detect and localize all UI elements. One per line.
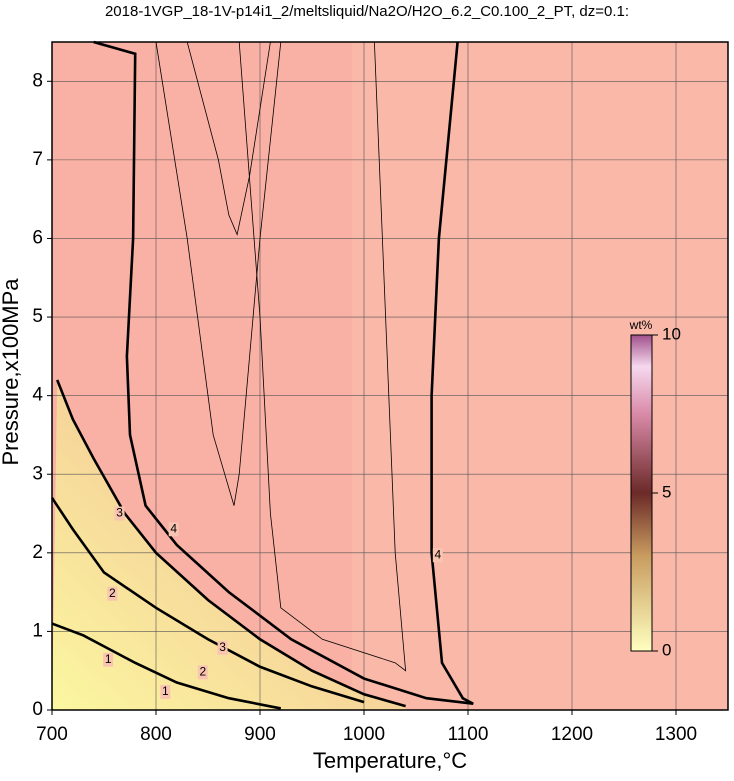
y-tick-label: 0 [32, 699, 43, 720]
contour-label: 2 [199, 664, 206, 678]
colorbar-label: wt% [629, 318, 653, 332]
chart-title: 2018-1VGP_18-1V-p14i1_2/meltsliquid/Na2O… [105, 3, 629, 20]
contour-label-bg [107, 586, 118, 601]
contour-label-bg [114, 506, 125, 521]
colorbar-tick-label: 5 [662, 482, 671, 501]
contour-label-bg [160, 684, 171, 699]
x-tick-label: 700 [36, 724, 68, 745]
contour-label-bg [197, 665, 208, 680]
colorbar [630, 334, 653, 652]
y-tick-label: 4 [32, 385, 43, 406]
contour-label-bg [432, 548, 443, 563]
plot-frame [51, 41, 729, 711]
x-tick-label: 1000 [343, 724, 385, 745]
x-axis-label: Temperature,°C [313, 748, 467, 773]
y-tick-label: 5 [32, 306, 43, 327]
contour-label: 3 [116, 506, 123, 520]
contour-label-bg [103, 652, 114, 667]
contour-line [55, 379, 406, 708]
contour-label: 4 [434, 547, 441, 561]
y-axis-label: Pressure,x100MPa [0, 278, 23, 466]
contour-label-bg [217, 640, 228, 655]
y-tick-label: 8 [32, 70, 43, 91]
low-value-region [52, 379, 406, 710]
x-tick-label: 900 [244, 724, 276, 745]
contour-line [155, 41, 282, 506]
contour-label: 1 [105, 652, 112, 666]
x-tick-label: 800 [140, 724, 172, 745]
contour-label-bg [168, 522, 179, 537]
contour-label: 3 [219, 640, 226, 654]
contour-line [50, 497, 365, 704]
contour-line [51, 622, 282, 710]
contour-label: 1 [162, 684, 169, 698]
y-tick-label: 6 [32, 227, 43, 248]
contour-line [93, 40, 474, 706]
contour-line [238, 41, 407, 672]
x-tick-label: 1200 [551, 724, 593, 745]
x-tick-label: 1300 [655, 724, 697, 745]
y-tick-label: 2 [32, 542, 43, 563]
y-tick-label: 7 [32, 149, 43, 170]
y-tick-label: 3 [32, 463, 43, 484]
contour-line [186, 41, 271, 236]
colorbar-tick-label: 10 [662, 324, 681, 343]
y-tick-label: 1 [32, 620, 43, 641]
contour-label: 2 [109, 586, 116, 600]
x-tick-label: 1100 [448, 724, 489, 745]
contour-label: 4 [170, 521, 177, 535]
colorbar-tick-label: 0 [662, 640, 671, 659]
